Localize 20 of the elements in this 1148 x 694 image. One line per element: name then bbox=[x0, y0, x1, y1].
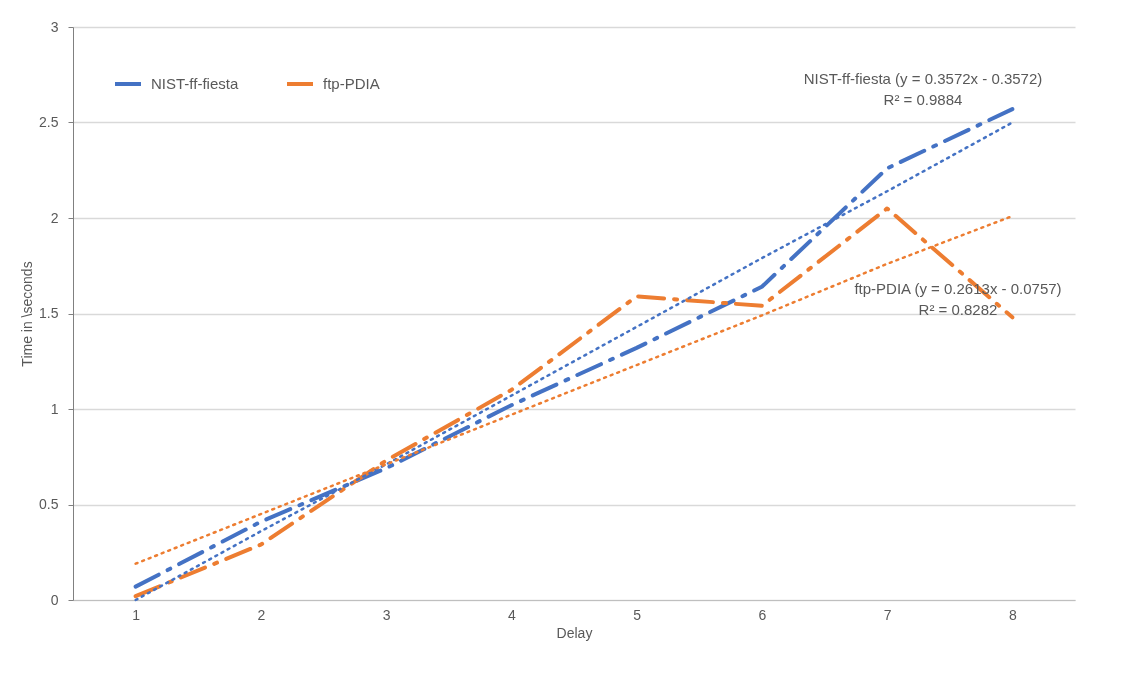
y-tick-label: 0.5 bbox=[39, 496, 59, 512]
annotation: NIST-ff-fiesta (y = 0.3572x - 0.3572) R² = 0.9884 bbox=[803, 70, 1043, 108]
y-tick-label: 2 bbox=[50, 209, 59, 226]
x-tick-label: 1 bbox=[132, 606, 141, 623]
x-axis-title: Delay bbox=[556, 624, 593, 641]
legend-label: NIST-ff-fiesta bbox=[151, 75, 239, 92]
y-tick-label: 1 bbox=[50, 400, 59, 417]
x-tick-label: 8 bbox=[1008, 606, 1017, 623]
x-tick-label: 2 bbox=[257, 606, 266, 623]
x-tick-label: 5 bbox=[633, 606, 642, 623]
x-tick-label: 7 bbox=[883, 606, 892, 623]
y-tick-label: 2.5 bbox=[39, 114, 59, 130]
x-tick-label: 3 bbox=[382, 606, 391, 623]
x-tick-label: 6 bbox=[758, 606, 767, 623]
y-tick-label: 3 bbox=[50, 18, 59, 35]
legend-label: ftp-PDIA bbox=[323, 75, 380, 92]
y-tick-label: 1.5 bbox=[39, 305, 59, 321]
y-axis-title: Time in \seconds bbox=[19, 261, 36, 367]
x-tick-label: 4 bbox=[507, 606, 516, 623]
y-tick-label: 0 bbox=[50, 591, 59, 608]
